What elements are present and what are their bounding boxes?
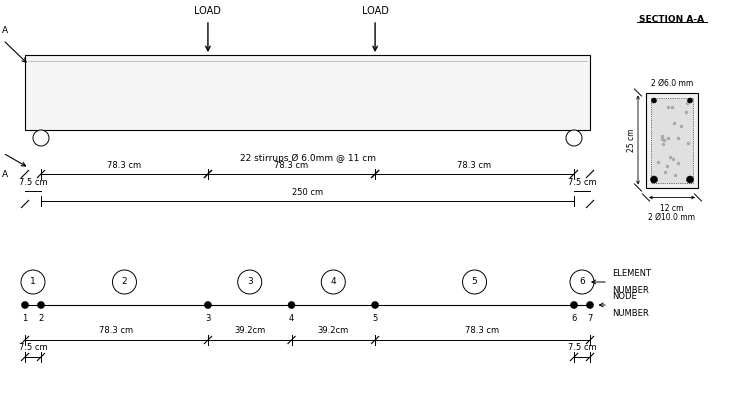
Text: 2 Ø6.0 mm: 2 Ø6.0 mm bbox=[651, 79, 693, 87]
Circle shape bbox=[33, 130, 49, 146]
Circle shape bbox=[37, 302, 45, 309]
Text: 78.3 cm: 78.3 cm bbox=[274, 161, 308, 170]
Text: NUMBER: NUMBER bbox=[612, 286, 649, 295]
Text: SECTION A-A: SECTION A-A bbox=[640, 15, 704, 24]
Circle shape bbox=[21, 270, 45, 294]
Bar bbox=[646, 93, 698, 187]
Text: 7.5 cm: 7.5 cm bbox=[568, 343, 597, 352]
Text: 6: 6 bbox=[571, 314, 577, 323]
Text: 1: 1 bbox=[30, 278, 36, 286]
Text: 1: 1 bbox=[22, 314, 27, 323]
Circle shape bbox=[463, 270, 487, 294]
Text: 78.3 cm: 78.3 cm bbox=[465, 326, 499, 335]
Circle shape bbox=[321, 270, 345, 294]
Text: 5: 5 bbox=[372, 314, 377, 323]
Circle shape bbox=[372, 302, 379, 309]
Text: LOAD: LOAD bbox=[195, 6, 221, 16]
Text: 2: 2 bbox=[122, 278, 127, 286]
Circle shape bbox=[570, 270, 594, 294]
Text: 7.5 cm: 7.5 cm bbox=[19, 178, 48, 187]
Bar bbox=[651, 98, 693, 183]
Circle shape bbox=[22, 302, 28, 309]
Text: 25 cm: 25 cm bbox=[628, 128, 637, 152]
Text: 4: 4 bbox=[289, 314, 294, 323]
Text: 5: 5 bbox=[472, 278, 478, 286]
Circle shape bbox=[204, 302, 212, 309]
Text: 2: 2 bbox=[39, 314, 44, 323]
Text: 12 cm: 12 cm bbox=[661, 204, 684, 213]
Text: A: A bbox=[2, 170, 8, 179]
Circle shape bbox=[288, 302, 295, 309]
Circle shape bbox=[571, 302, 577, 309]
Circle shape bbox=[566, 130, 582, 146]
Text: 78.3 cm: 78.3 cm bbox=[108, 161, 141, 170]
Text: LOAD: LOAD bbox=[362, 6, 389, 16]
Text: 250 cm: 250 cm bbox=[292, 188, 323, 197]
Circle shape bbox=[238, 270, 262, 294]
Text: NODE: NODE bbox=[612, 292, 637, 301]
Circle shape bbox=[112, 270, 137, 294]
Text: 3: 3 bbox=[205, 314, 210, 323]
Text: NUMBER: NUMBER bbox=[612, 309, 649, 318]
Text: 39.2cm: 39.2cm bbox=[234, 326, 265, 335]
Text: 3: 3 bbox=[247, 278, 253, 286]
Text: 2 Ø10.0 mm: 2 Ø10.0 mm bbox=[649, 213, 695, 222]
Text: 22 stirrups Ø 6.0mm @ 11 cm: 22 stirrups Ø 6.0mm @ 11 cm bbox=[239, 154, 375, 163]
Text: 78.3 cm: 78.3 cm bbox=[458, 161, 492, 170]
Text: 4: 4 bbox=[331, 278, 336, 286]
Text: 6: 6 bbox=[579, 278, 585, 286]
Circle shape bbox=[687, 98, 692, 103]
Circle shape bbox=[586, 302, 594, 309]
Text: 7.5 cm: 7.5 cm bbox=[19, 343, 48, 352]
Text: 78.3 cm: 78.3 cm bbox=[100, 326, 134, 335]
Text: 7: 7 bbox=[587, 314, 593, 323]
Text: 7.5 cm: 7.5 cm bbox=[568, 178, 597, 187]
Text: 39.2cm: 39.2cm bbox=[318, 326, 349, 335]
Circle shape bbox=[687, 176, 693, 183]
Text: ELEMENT: ELEMENT bbox=[612, 269, 651, 278]
Bar bbox=[25, 55, 590, 130]
Circle shape bbox=[651, 176, 658, 183]
Text: A: A bbox=[2, 26, 8, 35]
Circle shape bbox=[652, 98, 657, 103]
